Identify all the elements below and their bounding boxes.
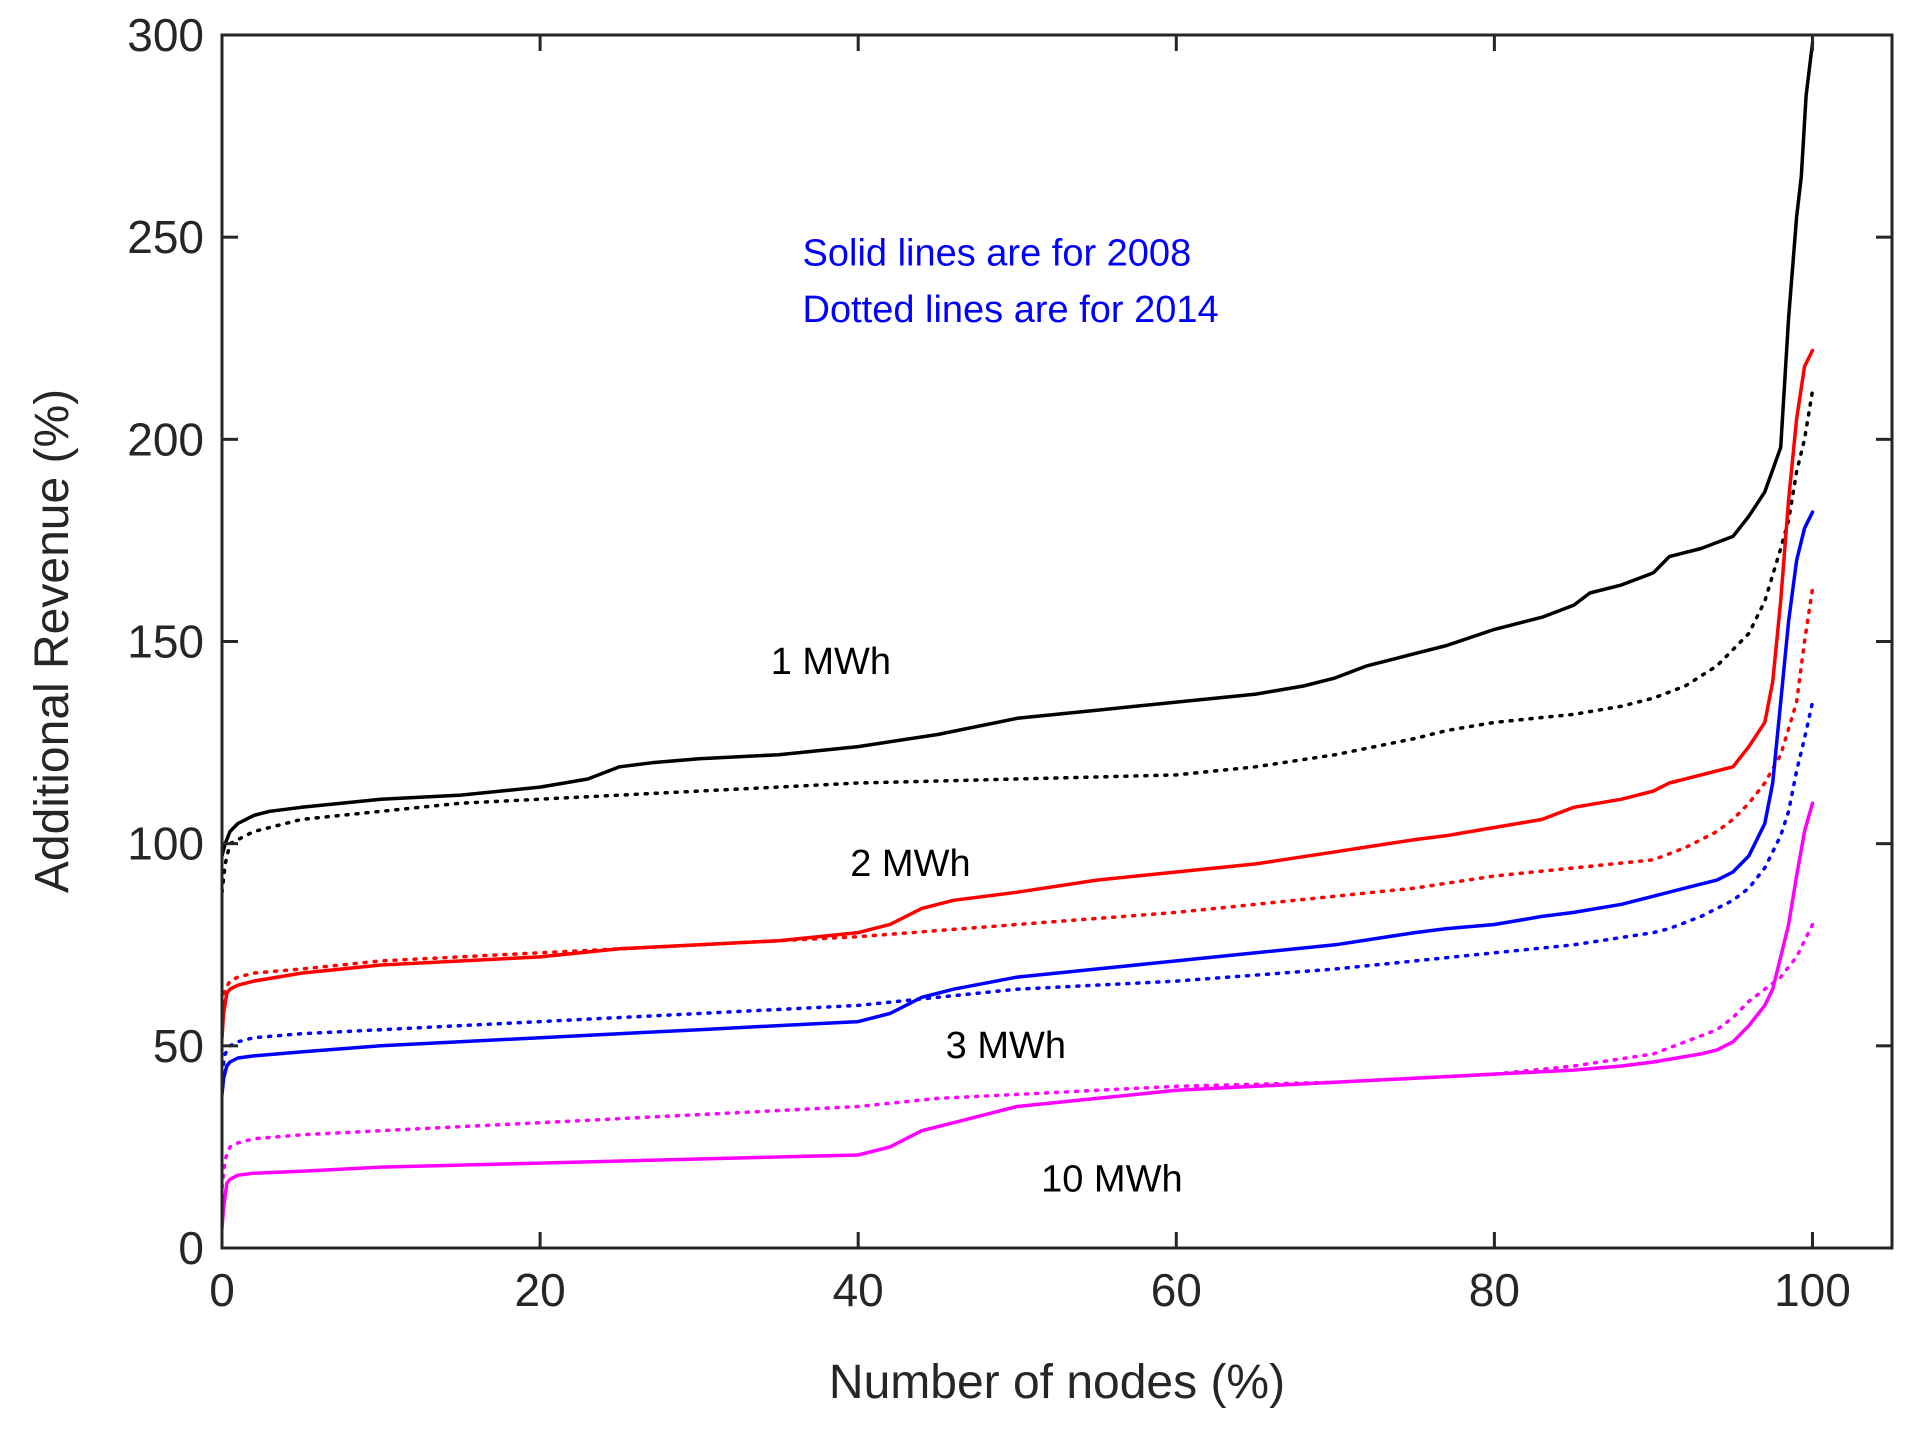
legend-note: Dotted lines are for 2014 xyxy=(803,289,1219,331)
x-tick-label: 0 xyxy=(209,1264,235,1316)
y-tick-label: 250 xyxy=(127,211,204,263)
curve-labels: 1 MWh 2 MWh 3 MWh 10 MWh xyxy=(771,641,1183,1201)
x-tick-label: 60 xyxy=(1151,1264,1202,1316)
curve-label: 1 MWh xyxy=(771,641,891,683)
x-tick-label: 80 xyxy=(1469,1264,1520,1316)
y-tick-label: 150 xyxy=(127,616,204,668)
x-tick-label: 20 xyxy=(515,1264,566,1316)
x-axis-title: Number of nodes (%) xyxy=(829,1356,1285,1409)
y-tick-label: 300 xyxy=(127,9,204,61)
series-line-2-mwh-2014 xyxy=(222,587,1815,1016)
series-line-10-mwh-2008 xyxy=(222,801,1815,1230)
x-tick-label: 100 xyxy=(1774,1264,1851,1316)
curve-label: 3 MWh xyxy=(946,1025,1066,1067)
series-line-1-mwh-2014 xyxy=(222,389,1815,894)
legend-note: Solid lines are for 2008 xyxy=(803,232,1192,274)
series-line-1-mwh-2008 xyxy=(222,41,1815,858)
y-tick-label: 200 xyxy=(127,413,204,465)
y-axis-title: Additional Revenue (%) xyxy=(26,389,79,893)
curve-label: 2 MWh xyxy=(850,843,970,885)
series-line-3-mwh-2014 xyxy=(222,700,1815,1076)
curve-label: 10 MWh xyxy=(1041,1158,1182,1200)
y-tick-label: 50 xyxy=(153,1020,204,1072)
series-layer xyxy=(222,41,1815,1230)
y-axis: 0 50 100 150 200 250 300 xyxy=(127,9,1892,1274)
annotations: Solid lines are for 2008 Dotted lines are… xyxy=(803,232,1219,331)
x-axis: 0 20 40 60 80 100 xyxy=(209,35,1851,1316)
series-line-10-mwh-2014 xyxy=(222,922,1815,1190)
y-tick-label: 100 xyxy=(127,818,204,870)
series-line-3-mwh-2008 xyxy=(222,510,1815,1097)
x-tick-label: 40 xyxy=(833,1264,884,1316)
series-line-2-mwh-2008 xyxy=(222,348,1815,1040)
y-tick-label: 0 xyxy=(178,1222,204,1274)
